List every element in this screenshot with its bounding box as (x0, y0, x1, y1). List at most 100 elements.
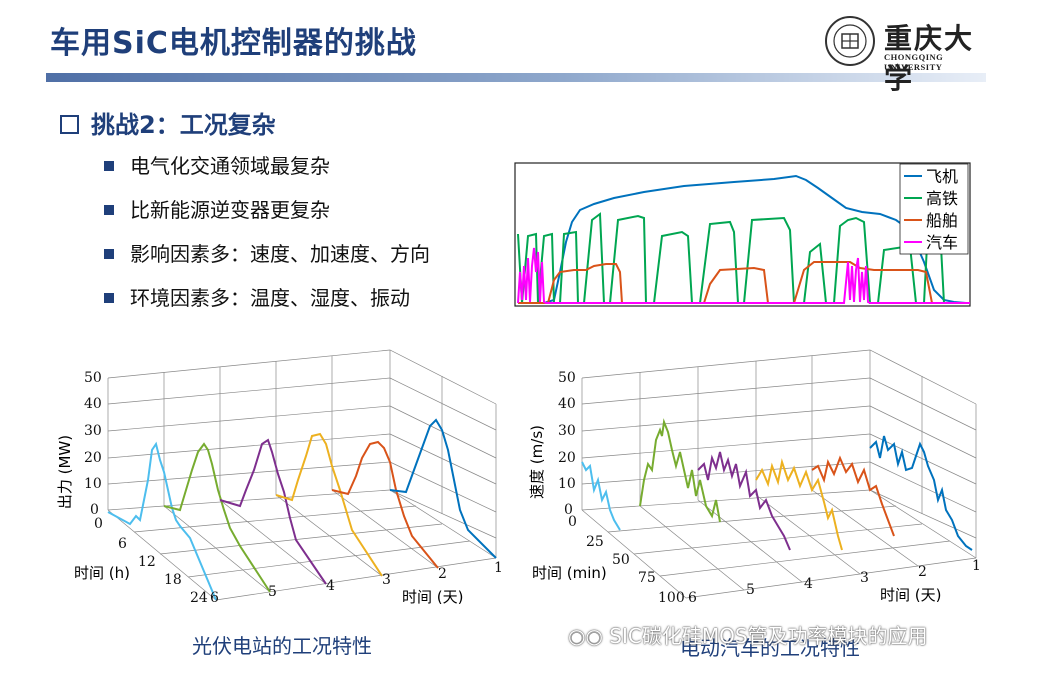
ev-z-tick: 0 (564, 502, 573, 518)
wechat-icon: ◉◉ (568, 624, 610, 648)
university-seal-icon (825, 16, 875, 66)
pv-x-label: 时间 (天) (402, 588, 463, 606)
ev-x-tick: 2 (918, 564, 927, 580)
bullet-item: 电气化交通领域最复杂 (104, 148, 430, 192)
pv-series-day4 (219, 438, 327, 585)
ev-series-day4 (697, 451, 791, 551)
ev-y-ticks: 0 25 50 75 100 (568, 514, 685, 606)
ev-x-tick: 1 (972, 558, 981, 574)
ev-z-tick: 50 (558, 370, 576, 386)
pv-z-tick: 10 (84, 476, 102, 492)
series-line-train (517, 212, 954, 304)
pv-y-tick: 12 (138, 554, 156, 570)
pv-z-label: 出力 (MW) (56, 435, 74, 509)
pv-series-day5 (163, 442, 271, 593)
title-underline (46, 73, 986, 82)
ev-z-ticks: 0 10 20 30 40 50 (558, 370, 576, 518)
bullet-item: 影响因素多：速度、加速度、方向 (104, 236, 430, 280)
section-heading-text: 挑战2：工况复杂 (91, 111, 276, 139)
pv-x-tick: 5 (268, 584, 277, 600)
slide-title: 车用SiC电机控制器的挑战 (50, 26, 417, 61)
series-line-car (517, 247, 970, 304)
ev-y-label: 时间 (min) (532, 564, 607, 582)
pv-y-tick: 6 (118, 536, 127, 552)
pv-x-tick: 1 (494, 560, 503, 576)
pv-y-ticks: 0 6 12 18 24 (94, 516, 208, 606)
pv-x-tick: 3 (382, 572, 391, 588)
ev-series-day6 (581, 461, 621, 531)
bullet-text: 影响因素多：速度、加速度、方向 (130, 242, 430, 266)
pv-series-day1 (389, 418, 497, 559)
bullet-item: 比新能源逆变器更复杂 (104, 192, 430, 236)
bullet-list: 电气化交通领域最复杂 比新能源逆变器更复杂 影响因素多：速度、加速度、方向 环境… (104, 148, 430, 324)
bullet-item: 环境因素多：温度、湿度、振动 (104, 280, 430, 324)
ev-z-tick: 40 (558, 396, 576, 412)
square-bullet-icon (104, 292, 114, 303)
ev-series-day2 (811, 455, 895, 537)
ev-x-tick: 5 (746, 582, 755, 598)
square-bullet-icon (104, 160, 114, 171)
square-bullet-icon (104, 248, 114, 259)
ev-z-tick: 20 (558, 450, 576, 466)
caption-ev: 电动汽车的工况特性 (680, 636, 860, 660)
pv-series-day3 (275, 432, 383, 577)
logo-chinese-name: 重庆大学 (884, 22, 975, 95)
pv-series (107, 418, 497, 601)
ev-x-label: 时间 (天) (880, 586, 941, 604)
pv-x-tick: 4 (326, 578, 335, 594)
bullet-text: 电气化交通领域最复杂 (130, 154, 330, 178)
chart-legend: 飞机 高铁 船舶 汽车 (899, 163, 969, 255)
series-line-ship (518, 261, 960, 304)
pv-y-tick: 0 (94, 516, 103, 532)
ev-z-tick: 10 (558, 476, 576, 492)
pv-y-tick: 18 (164, 572, 182, 588)
ev-x-tick: 6 (688, 590, 697, 606)
pv-z-tick: 40 (84, 396, 102, 412)
ev-y-tick: 100 (658, 590, 685, 606)
ev-series-day1 (869, 435, 973, 551)
legend-label-aircraft: 飞机 (926, 167, 958, 186)
ev-y-tick: 75 (638, 570, 656, 586)
watermark: ◉◉ SIC碳化硅MOS管及功率模块的应用 (568, 620, 928, 649)
pv-z-ticks: 0 10 20 30 40 50 (84, 370, 102, 518)
legend-box (899, 163, 969, 255)
ev-3d-chart: 0 10 20 30 40 50 速度 (m/s) 0 25 50 75 100… (528, 349, 981, 606)
transport-load-chart: 飞机 高铁 船舶 汽车 (514, 162, 971, 307)
legend-label-ship: 船舶 (926, 211, 958, 230)
pv-grid (107, 349, 497, 601)
pv-z-tick: 0 (90, 502, 99, 518)
pv-series-day2 (331, 440, 439, 569)
ev-x-ticks: 6 5 4 3 2 1 (688, 558, 981, 606)
pv-x-tick: 6 (210, 590, 219, 606)
bullet-text: 比新能源逆变器更复杂 (130, 198, 330, 222)
university-logo: 重庆大学 CHONGQING UNIVERSITY (824, 15, 994, 95)
logo-english-name: CHONGQING UNIVERSITY (884, 52, 944, 72)
checkbox-bullet-icon (60, 114, 79, 134)
pv-z-tick: 30 (84, 423, 102, 439)
ev-y-tick: 25 (586, 534, 604, 550)
ev-z-tick: 30 (558, 423, 576, 439)
watermark-text: SIC碳化硅MOS管及功率模块的应用 (609, 624, 928, 648)
pv-z-tick: 50 (84, 370, 102, 386)
section-heading: 挑战2：工况复杂 (60, 105, 276, 140)
pv-x-ticks: 6 5 4 3 2 1 (210, 560, 503, 606)
ev-series-day3 (755, 458, 843, 551)
caption-pv: 光伏电站的工况特性 (192, 634, 372, 658)
legend-label-train: 高铁 (926, 189, 958, 208)
bullet-text: 环境因素多：温度、湿度、振动 (130, 286, 410, 310)
pv-y-label: 时间 (h) (74, 564, 130, 582)
ev-x-tick: 3 (860, 570, 869, 586)
pv-station-3d-chart: 0 10 20 30 40 50 出力 (MW) 0 6 12 18 24 时间… (56, 349, 503, 606)
pv-x-tick: 2 (438, 566, 447, 582)
ev-series (581, 418, 973, 551)
pv-z-tick: 20 (84, 450, 102, 466)
ev-series-day5 (639, 418, 721, 523)
legend-label-car: 汽车 (926, 233, 958, 252)
ev-y-tick: 50 (612, 552, 630, 568)
pv-series-day6 (107, 441, 217, 601)
ev-z-label: 速度 (m/s) (528, 425, 546, 499)
square-bullet-icon (104, 204, 114, 215)
pv-y-tick: 24 (190, 590, 208, 606)
ev-x-tick: 4 (804, 576, 813, 592)
ev-y-tick: 0 (568, 514, 577, 530)
